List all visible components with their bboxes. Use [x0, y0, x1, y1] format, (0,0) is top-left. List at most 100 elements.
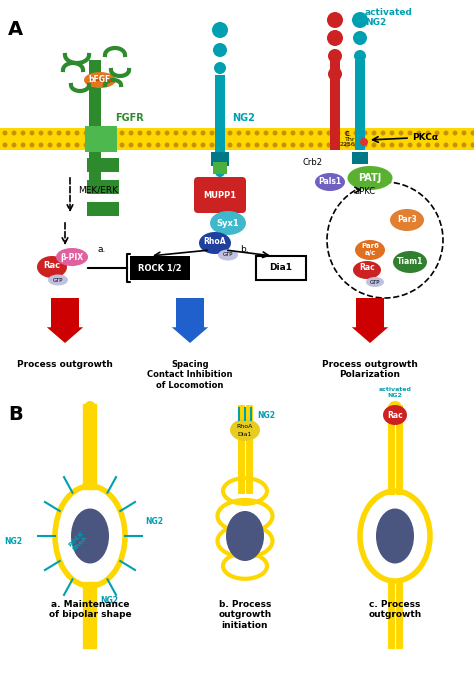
- Text: b. Process
outgrowth
initiation: b. Process outgrowth initiation: [219, 600, 272, 630]
- Text: RhoA: RhoA: [204, 237, 226, 246]
- Bar: [352, 152, 368, 164]
- Circle shape: [471, 131, 474, 136]
- Circle shape: [164, 143, 170, 148]
- Circle shape: [354, 50, 366, 62]
- Circle shape: [137, 131, 143, 136]
- Circle shape: [327, 143, 331, 148]
- Text: B: B: [8, 405, 23, 424]
- Circle shape: [92, 143, 98, 148]
- Bar: [0, 128, 474, 150]
- Circle shape: [246, 143, 250, 148]
- Circle shape: [327, 131, 331, 136]
- Text: GTP: GTP: [223, 253, 233, 258]
- Ellipse shape: [388, 401, 402, 415]
- Text: activated
NG2: activated NG2: [379, 387, 411, 398]
- Circle shape: [74, 143, 80, 148]
- Circle shape: [363, 143, 367, 148]
- Circle shape: [56, 131, 62, 136]
- Text: PKCα: PKCα: [412, 134, 438, 143]
- Text: Rac: Rac: [44, 262, 61, 271]
- Circle shape: [246, 131, 250, 136]
- Circle shape: [228, 143, 233, 148]
- Circle shape: [210, 143, 215, 148]
- Circle shape: [300, 131, 304, 136]
- Circle shape: [20, 131, 26, 136]
- Circle shape: [408, 143, 412, 148]
- Text: Crb2: Crb2: [303, 158, 323, 167]
- Circle shape: [435, 131, 439, 136]
- Circle shape: [336, 143, 340, 148]
- Ellipse shape: [84, 72, 116, 88]
- FancyArrow shape: [352, 298, 388, 343]
- Ellipse shape: [84, 401, 96, 415]
- Ellipse shape: [355, 240, 385, 260]
- Circle shape: [173, 131, 179, 136]
- Ellipse shape: [48, 274, 68, 285]
- Circle shape: [119, 131, 125, 136]
- Circle shape: [255, 131, 259, 136]
- Circle shape: [128, 131, 134, 136]
- Bar: [87, 202, 119, 216]
- Circle shape: [327, 30, 343, 46]
- Circle shape: [462, 131, 466, 136]
- Circle shape: [101, 131, 107, 136]
- Circle shape: [282, 143, 286, 148]
- Circle shape: [390, 143, 394, 148]
- Text: Thr
2256: Thr 2256: [339, 136, 355, 148]
- Circle shape: [65, 143, 71, 148]
- Circle shape: [212, 22, 228, 38]
- Circle shape: [426, 131, 430, 136]
- Ellipse shape: [353, 261, 381, 279]
- Circle shape: [336, 131, 340, 136]
- Circle shape: [2, 131, 8, 136]
- Ellipse shape: [347, 166, 392, 190]
- Circle shape: [155, 143, 161, 148]
- Circle shape: [282, 131, 286, 136]
- Circle shape: [65, 131, 71, 136]
- Circle shape: [345, 143, 349, 148]
- Circle shape: [273, 143, 277, 148]
- Circle shape: [426, 143, 430, 148]
- Circle shape: [2, 143, 8, 148]
- Circle shape: [213, 43, 227, 57]
- Bar: [89, 60, 101, 180]
- Circle shape: [47, 131, 53, 136]
- Circle shape: [444, 143, 448, 148]
- Text: NG2: NG2: [4, 537, 22, 546]
- Text: a. Maintenance
of bipolar shape: a. Maintenance of bipolar shape: [49, 600, 131, 619]
- Circle shape: [219, 131, 224, 136]
- Text: NG2: NG2: [145, 516, 163, 525]
- Circle shape: [453, 143, 457, 148]
- Circle shape: [399, 143, 403, 148]
- Circle shape: [372, 143, 376, 148]
- Text: GTP: GTP: [53, 278, 63, 283]
- Text: Dia1: Dia1: [270, 264, 292, 273]
- Text: PATJ: PATJ: [358, 173, 382, 183]
- Text: Par3: Par3: [397, 216, 417, 225]
- Bar: [211, 152, 229, 166]
- Text: Pals1: Pals1: [319, 177, 342, 187]
- Bar: [85, 126, 103, 152]
- Text: FGFR: FGFR: [115, 113, 144, 123]
- Circle shape: [328, 67, 342, 81]
- Ellipse shape: [230, 419, 260, 441]
- Text: β-PIX: β-PIX: [61, 253, 83, 262]
- Circle shape: [11, 143, 17, 148]
- Text: bFGF: bFGF: [89, 75, 111, 84]
- Circle shape: [352, 12, 368, 28]
- Circle shape: [228, 131, 233, 136]
- Circle shape: [327, 12, 343, 28]
- Circle shape: [372, 131, 376, 136]
- Circle shape: [390, 131, 394, 136]
- Circle shape: [92, 131, 98, 136]
- Circle shape: [318, 131, 322, 136]
- Circle shape: [353, 31, 367, 45]
- Circle shape: [164, 131, 170, 136]
- Text: c. Process
outgrowth: c. Process outgrowth: [368, 600, 422, 619]
- Circle shape: [11, 131, 17, 136]
- Bar: [130, 256, 190, 280]
- Ellipse shape: [226, 511, 264, 561]
- Circle shape: [273, 131, 277, 136]
- Text: aPKC: aPKC: [355, 187, 375, 196]
- Circle shape: [47, 143, 53, 148]
